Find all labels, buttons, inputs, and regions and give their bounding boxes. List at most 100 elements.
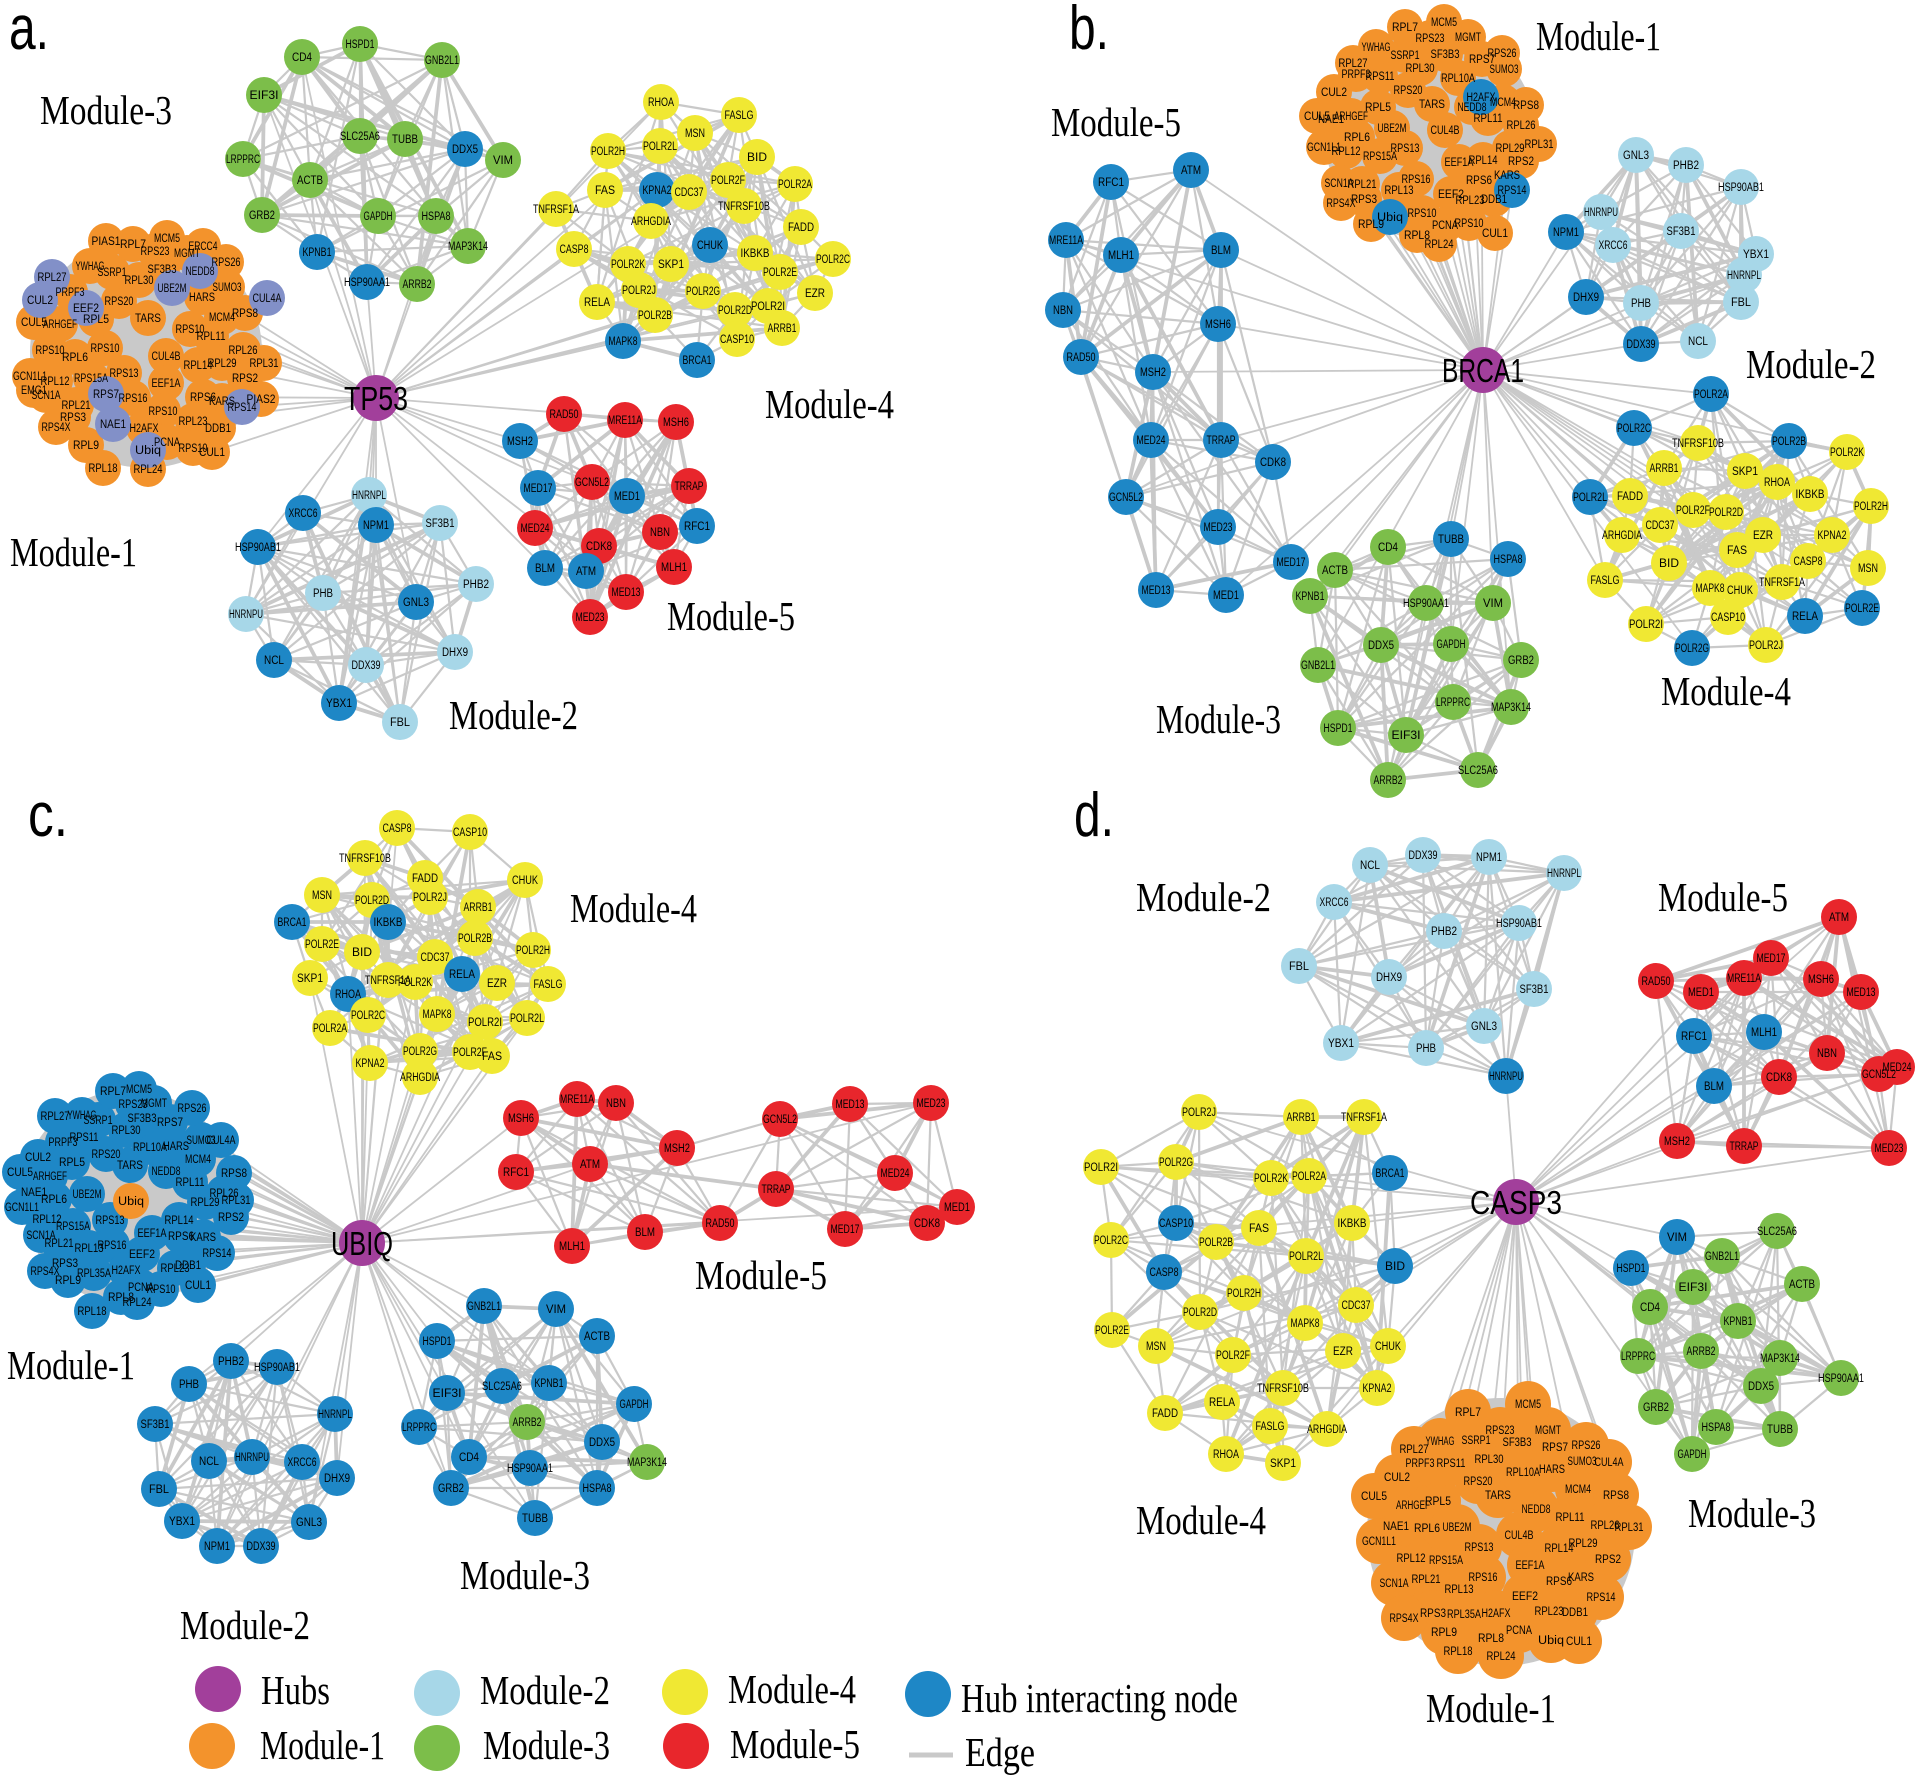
svg-text:Ubiq: Ubiq	[1377, 212, 1403, 224]
svg-text:PHB2: PHB2	[1673, 160, 1699, 172]
svg-text:MED1: MED1	[614, 491, 640, 503]
svg-text:RPL26: RPL26	[210, 1188, 239, 1200]
svg-text:SKP1: SKP1	[1270, 1458, 1296, 1470]
svg-text:RPS10: RPS10	[149, 406, 178, 418]
svg-text:RPL13: RPL13	[1385, 185, 1414, 197]
svg-text:MED17: MED17	[831, 1224, 860, 1236]
svg-text:RPL30: RPL30	[125, 275, 154, 287]
svg-text:RPL30: RPL30	[112, 1125, 141, 1137]
svg-text:Module-3: Module-3	[460, 1552, 590, 1598]
svg-text:RPL9: RPL9	[73, 440, 99, 452]
svg-text:BID: BID	[747, 152, 767, 164]
svg-text:Edge: Edge	[965, 1729, 1035, 1775]
svg-text:CUL1: CUL1	[1566, 1636, 1592, 1648]
svg-text:RPL18: RPL18	[1444, 1646, 1473, 1658]
svg-text:EIF3I: EIF3I	[433, 1388, 462, 1400]
svg-text:MED24: MED24	[521, 523, 550, 535]
svg-text:POLR2I: POLR2I	[468, 1017, 502, 1029]
svg-text:MCM5: MCM5	[1515, 1399, 1541, 1411]
svg-text:NAE1: NAE1	[100, 419, 126, 431]
svg-text:POLR2A: POLR2A	[313, 1023, 347, 1035]
svg-text:GCN1L1: GCN1L1	[1307, 142, 1341, 154]
svg-text:RPS15A: RPS15A	[1429, 1555, 1463, 1567]
svg-text:DHX9: DHX9	[1376, 972, 1402, 984]
svg-text:POLR2J: POLR2J	[622, 285, 656, 297]
svg-text:Module-2: Module-2	[1136, 874, 1271, 920]
svg-text:PRPF3: PRPF3	[1342, 69, 1371, 81]
svg-text:CASP10: CASP10	[453, 827, 487, 839]
svg-text:BLM: BLM	[535, 563, 555, 575]
svg-text:MSH6: MSH6	[508, 1113, 534, 1125]
svg-text:RPL21: RPL21	[1412, 1574, 1441, 1586]
svg-text:POLR2A: POLR2A	[1292, 1171, 1326, 1183]
svg-text:HSP90AA1: HSP90AA1	[507, 1463, 553, 1475]
svg-text:MSN: MSN	[1146, 1341, 1166, 1353]
svg-text:RPL29: RPL29	[1496, 143, 1525, 155]
svg-text:UBE2M: UBE2M	[73, 1189, 102, 1201]
svg-text:PCNA: PCNA	[1506, 1625, 1532, 1637]
svg-text:SUMO3: SUMO3	[187, 1135, 216, 1147]
svg-text:DDX5: DDX5	[589, 1437, 615, 1449]
svg-text:MED1: MED1	[944, 1202, 970, 1214]
svg-text:TARS: TARS	[1419, 99, 1445, 111]
svg-text:SF3B1: SF3B1	[141, 1419, 170, 1431]
svg-text:GCN1L1: GCN1L1	[1362, 1536, 1396, 1548]
svg-text:EEF2: EEF2	[73, 303, 99, 315]
svg-text:RPL5: RPL5	[1425, 1496, 1451, 1508]
svg-text:DHX9: DHX9	[1573, 292, 1599, 304]
svg-text:Module-1: Module-1	[1426, 1685, 1556, 1731]
svg-text:RPS23: RPS23	[1486, 1425, 1515, 1437]
svg-text:RPL9: RPL9	[55, 1275, 81, 1287]
svg-text:TNFRSF1A: TNFRSF1A	[365, 975, 411, 987]
svg-text:FASLG: FASLG	[725, 110, 754, 122]
svg-text:SCN1A: SCN1A	[27, 1230, 56, 1242]
svg-text:Module-1: Module-1	[1536, 13, 1661, 59]
svg-text:RPS10: RPS10	[1455, 218, 1484, 230]
svg-text:FADD: FADD	[412, 873, 438, 885]
svg-text:MRE11A: MRE11A	[1049, 235, 1083, 247]
svg-text:CDK8: CDK8	[914, 1218, 940, 1230]
svg-text:IKBKB: IKBKB	[374, 917, 403, 929]
svg-text:RPL29: RPL29	[191, 1197, 220, 1209]
svg-text:Module-3: Module-3	[40, 87, 172, 133]
svg-text:TARS: TARS	[135, 313, 161, 325]
svg-text:PCNA: PCNA	[154, 437, 180, 449]
svg-text:RAD50: RAD50	[1067, 352, 1096, 364]
svg-text:TRRAP: TRRAP	[1207, 435, 1236, 447]
svg-text:MGMT: MGMT	[1455, 32, 1481, 44]
svg-text:RPL7: RPL7	[1392, 22, 1418, 34]
svg-text:MGMT: MGMT	[141, 1098, 167, 1110]
svg-text:MAPK8: MAPK8	[609, 336, 638, 348]
svg-text:H2AFX: H2AFX	[1467, 92, 1496, 104]
svg-text:SF3B3: SF3B3	[1503, 1437, 1532, 1449]
svg-text:FAS: FAS	[595, 185, 615, 197]
svg-text:POLR2A: POLR2A	[778, 179, 812, 191]
svg-text:KPNB1: KPNB1	[1724, 1316, 1753, 1328]
svg-text:MED17: MED17	[524, 483, 553, 495]
svg-text:GAPDH: GAPDH	[364, 211, 393, 223]
svg-text:DDX39: DDX39	[247, 1541, 276, 1553]
svg-text:NEDD8: NEDD8	[1522, 1504, 1551, 1516]
svg-text:RAD50: RAD50	[706, 1218, 735, 1230]
svg-text:PCNA: PCNA	[128, 1282, 154, 1294]
svg-text:RPS6: RPS6	[190, 392, 216, 404]
svg-text:RPL27: RPL27	[41, 1111, 70, 1123]
svg-text:Module-5: Module-5	[667, 593, 795, 639]
svg-text:HNRNPU: HNRNPU	[1584, 207, 1618, 219]
svg-text:EEF1A: EEF1A	[1516, 1560, 1545, 1572]
svg-text:CASP8: CASP8	[1794, 556, 1823, 568]
svg-text:FADD: FADD	[1152, 1408, 1178, 1420]
svg-text:POLR2F: POLR2F	[1676, 505, 1710, 517]
svg-text:KPNA2: KPNA2	[643, 185, 672, 197]
svg-text:RPL26: RPL26	[1591, 1520, 1620, 1532]
svg-text:VIM: VIM	[1483, 598, 1503, 610]
svg-text:HNRNPU: HNRNPU	[1489, 1071, 1523, 1083]
svg-text:POLR2G: POLR2G	[686, 286, 720, 298]
svg-text:DDB1: DDB1	[1481, 194, 1507, 206]
svg-text:RPL14: RPL14	[184, 360, 213, 372]
svg-text:RPS20: RPS20	[1464, 1476, 1493, 1488]
svg-text:HNRNPL: HNRNPL	[1727, 270, 1761, 282]
svg-text:KPNB1: KPNB1	[1296, 591, 1325, 603]
svg-text:MGMT: MGMT	[174, 248, 200, 260]
svg-text:ACTB: ACTB	[1322, 565, 1348, 577]
